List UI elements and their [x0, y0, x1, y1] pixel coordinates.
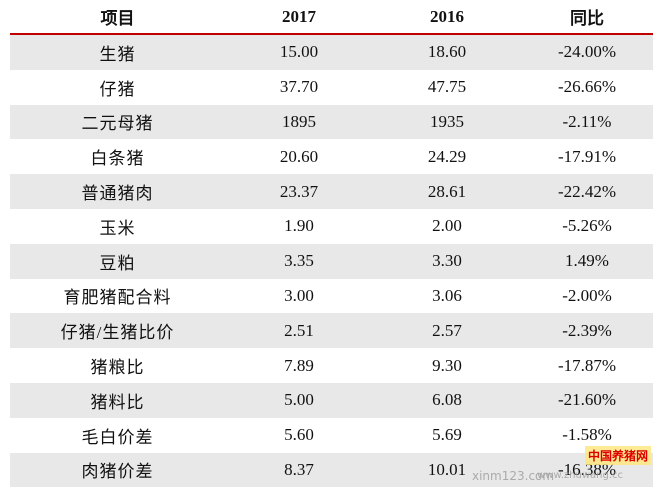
value-cell: 15.00 [225, 34, 373, 70]
value-cell: 7.89 [225, 348, 373, 383]
watermark-source: xinm123.com [472, 469, 555, 483]
item-cell: 仔猪 [10, 69, 225, 105]
table-row: 生猪 15.00 18.60 -24.00% [10, 34, 653, 70]
value-cell: 3.00 [225, 278, 373, 314]
value-cell: -17.91% [521, 139, 653, 175]
header-cell: 项目 [10, 0, 225, 35]
value-cell: 1895 [225, 104, 373, 140]
header-cell: 2017 [225, 0, 373, 35]
value-cell: 6.08 [373, 382, 521, 418]
table-row: 猪粮比 7.89 9.30 -17.87% [10, 348, 653, 383]
value-cell: 47.75 [373, 69, 521, 105]
value-cell: -21.60% [521, 382, 653, 418]
value-cell: 3.30 [373, 243, 521, 279]
item-cell: 猪料比 [10, 382, 225, 418]
item-cell: 仔猪/生猪比价 [10, 313, 225, 349]
header-cell: 2016 [373, 0, 521, 35]
value-cell: 8.37 [225, 452, 373, 487]
table-row: 玉米 1.90 2.00 -5.26% [10, 208, 653, 244]
value-cell: 3.06 [373, 278, 521, 314]
item-cell: 豆粕 [10, 243, 225, 279]
value-cell: 1.49% [521, 243, 653, 279]
value-cell: -2.00% [521, 278, 653, 314]
table-row: 猪料比 5.00 6.08 -21.60% [10, 382, 653, 418]
watermark-logo: 中国养猪网 [584, 446, 651, 465]
value-cell: 1.90 [225, 208, 373, 244]
value-cell: -2.11% [521, 104, 653, 140]
value-cell: 28.61 [373, 174, 521, 209]
value-cell: 2.57 [373, 313, 521, 349]
item-cell: 普通猪肉 [10, 174, 225, 209]
header-row: 项目 2017 2016 同比 [10, 0, 653, 35]
item-cell: 猪粮比 [10, 348, 225, 383]
value-cell: 20.60 [225, 139, 373, 175]
value-cell: 5.00 [225, 382, 373, 418]
value-cell: 2.00 [373, 208, 521, 244]
header-cell: 同比 [521, 0, 653, 35]
table-row: 仔猪/生猪比价 2.51 2.57 -2.39% [10, 313, 653, 349]
value-cell: 2.51 [225, 313, 373, 349]
table-row: 毛白价差 5.60 5.69 -1.58% [10, 417, 653, 453]
table-row: 白条猪 20.60 24.29 -17.91% [10, 139, 653, 175]
item-cell: 生猪 [10, 34, 225, 70]
watermark-site: www.zhuwang.cc [537, 470, 623, 481]
value-cell: -16.38% [521, 452, 653, 487]
value-cell: -24.00% [521, 34, 653, 70]
item-cell: 二元母猪 [10, 104, 225, 140]
value-cell: -17.87% [521, 348, 653, 383]
value-cell: 9.30 [373, 348, 521, 383]
table-row: 肉猪价差 8.37 10.01 -16.38% [10, 452, 653, 487]
value-cell: 18.60 [373, 34, 521, 70]
value-cell: 10.01 [373, 452, 521, 487]
value-cell: -22.42% [521, 174, 653, 209]
value-cell: 5.69 [373, 417, 521, 453]
item-cell: 毛白价差 [10, 417, 225, 453]
table-row: 豆粕 3.35 3.30 1.49% [10, 243, 653, 279]
item-cell: 肉猪价差 [10, 452, 225, 487]
value-cell: 3.35 [225, 243, 373, 279]
item-cell: 白条猪 [10, 139, 225, 175]
table-row: 育肥猪配合料 3.00 3.06 -2.00% [10, 278, 653, 314]
value-cell: 23.37 [225, 174, 373, 209]
table-row: 普通猪肉 23.37 28.61 -22.42% [10, 174, 653, 209]
value-cell: -5.26% [521, 208, 653, 244]
value-cell: 37.70 [225, 69, 373, 105]
value-cell: -2.39% [521, 313, 653, 349]
price-table: 项目 2017 2016 同比 生猪 15.00 18.60 -24.00% 仔猪 37.70 4… [10, 0, 653, 487]
value-cell: 24.29 [373, 139, 521, 175]
value-cell: 5.60 [225, 417, 373, 453]
value-cell: 1935 [373, 104, 521, 140]
value-cell: -26.66% [521, 69, 653, 105]
item-cell: 育肥猪配合料 [10, 278, 225, 314]
item-cell: 玉米 [10, 208, 225, 244]
table-row: 仔猪 37.70 47.75 -26.66% [10, 69, 653, 105]
table-row: 二元母猪 1895 1935 -2.11% [10, 104, 653, 140]
